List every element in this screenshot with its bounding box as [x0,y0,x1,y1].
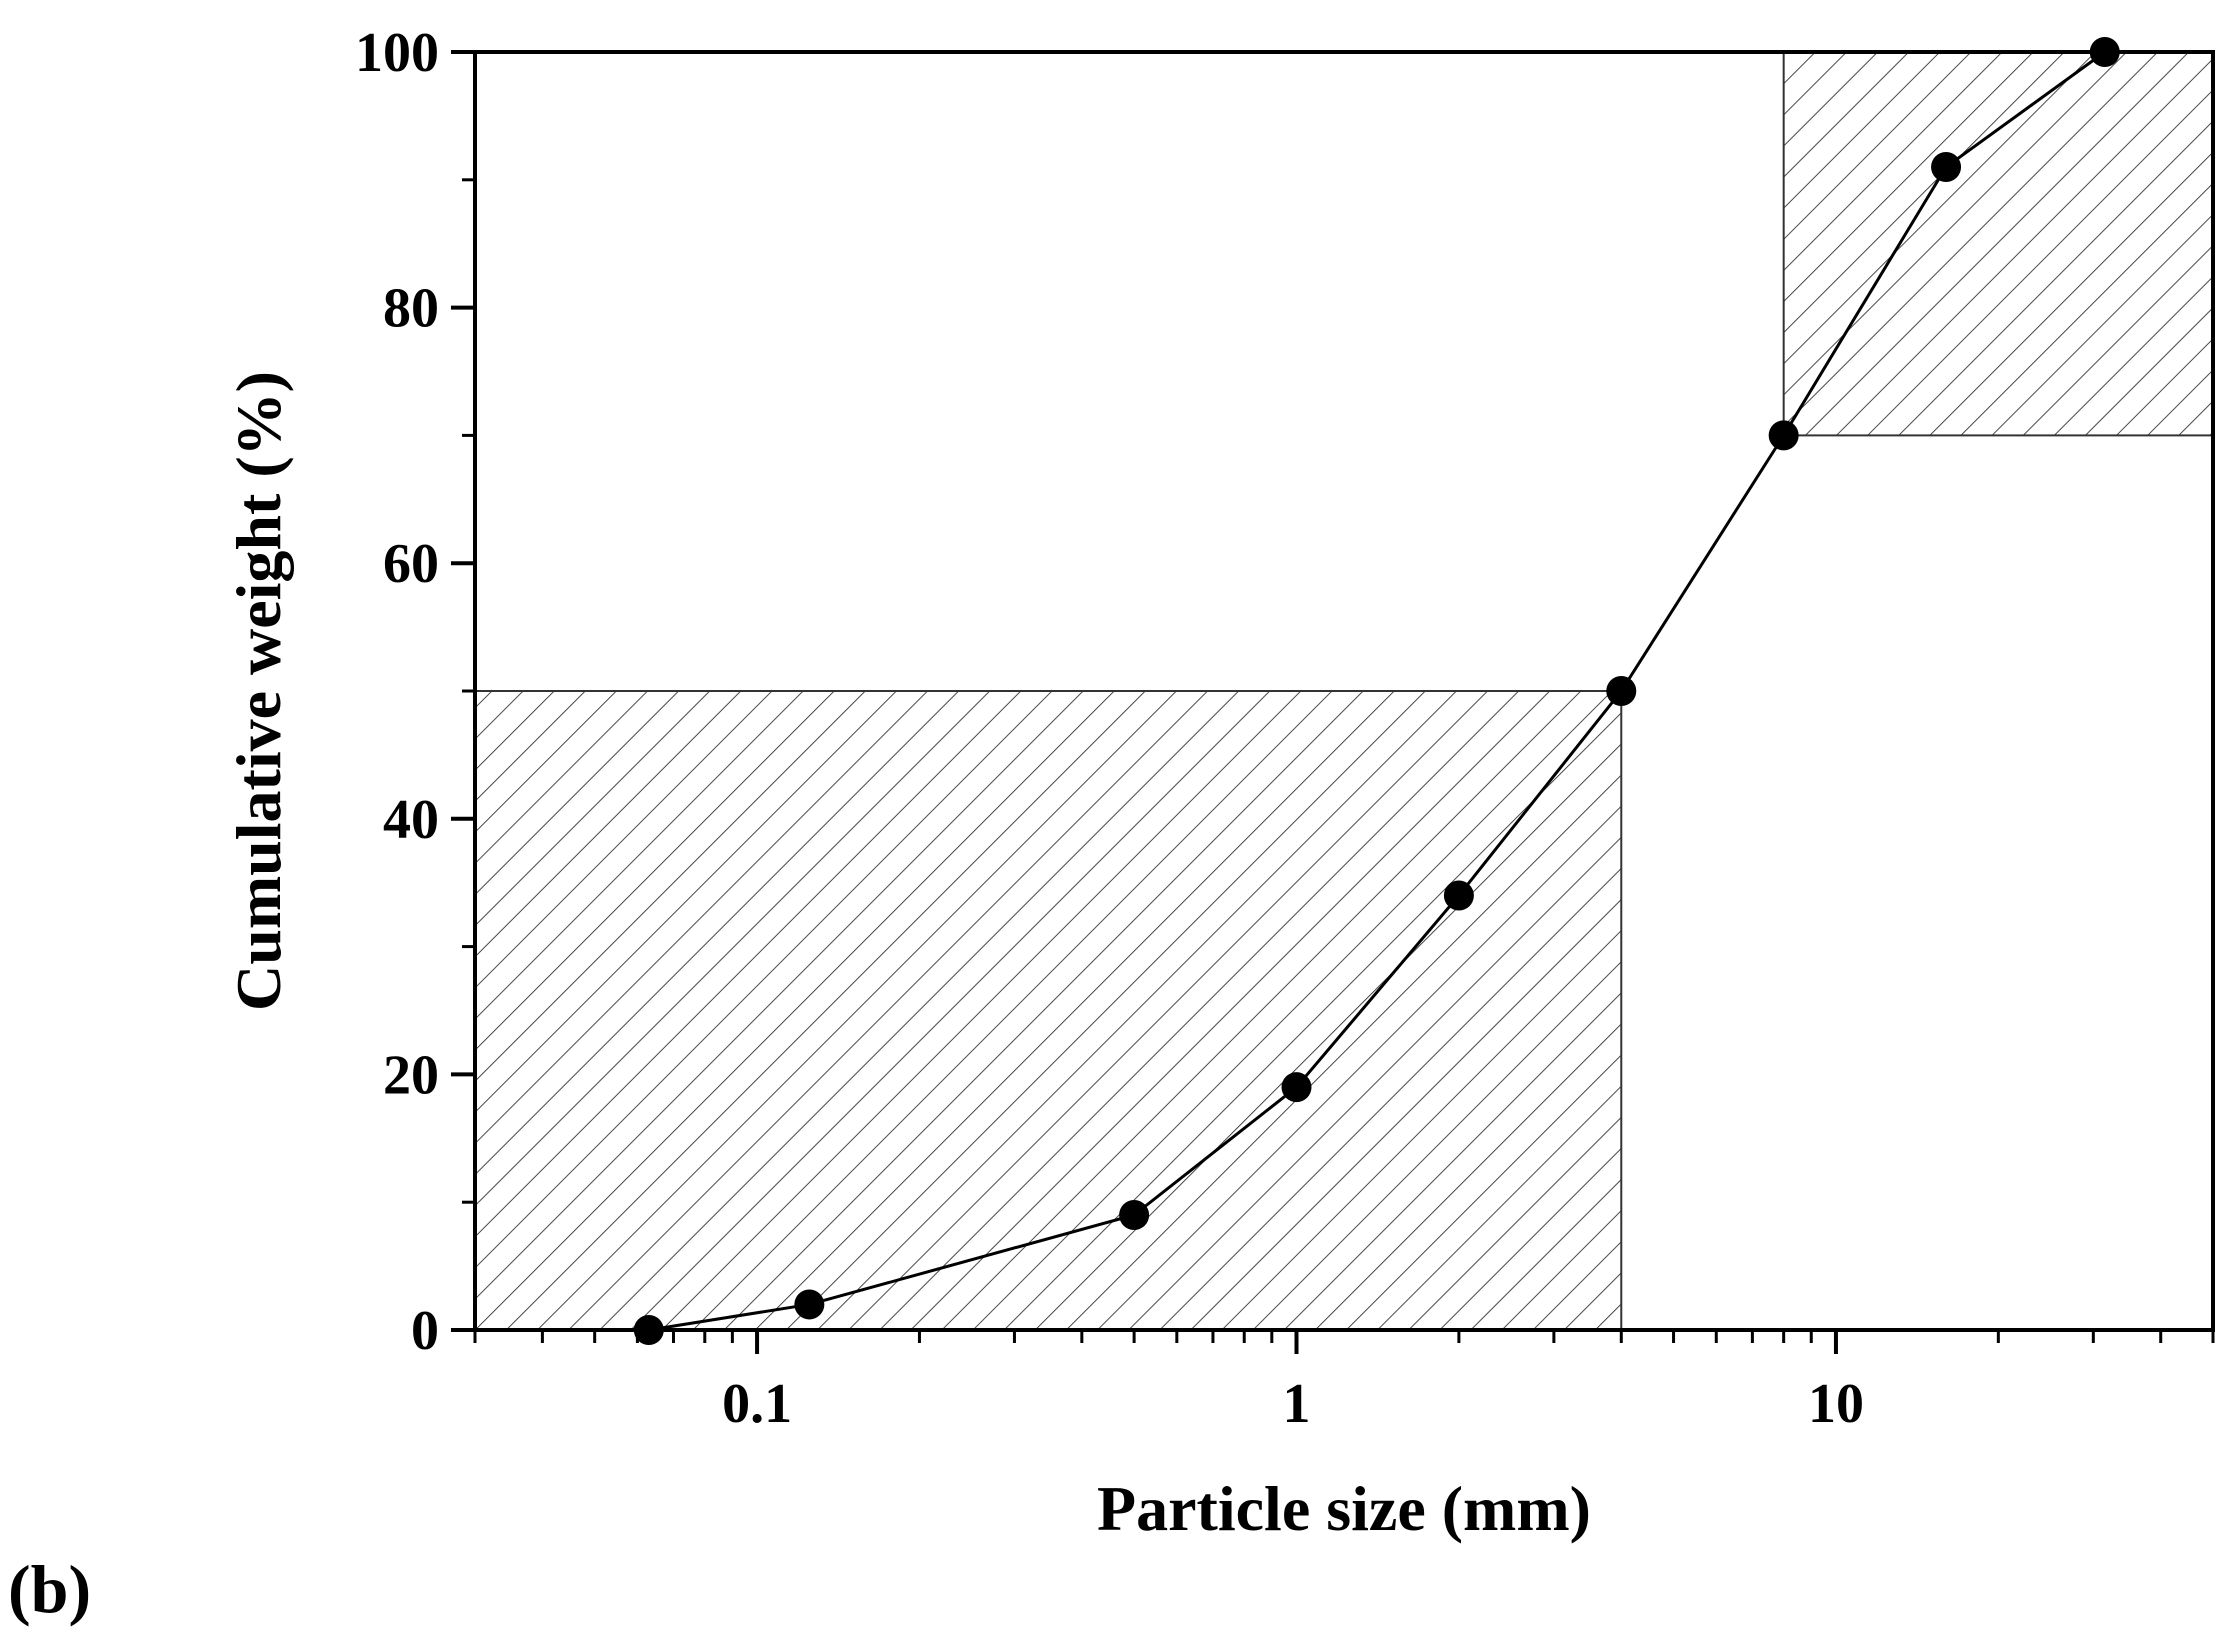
y-tick-label-4: 80 [383,278,439,340]
hatched-regions [474,51,2215,1331]
tick-labels: 0 20 40 60 80 100 0.1 1 10 [355,22,1864,1435]
data-point-0-0 [633,1315,664,1345]
data-point-0-5 [1606,676,1637,706]
data-point-0-3 [1281,1072,1312,1103]
y-tick-label-5: 100 [355,22,439,84]
y-axis-label: Cumulative weight (%) [223,371,294,1011]
hatched-region-0 [474,690,1623,1331]
data-series [633,37,2120,1345]
hatched-region-1 [1782,51,2215,437]
axis-ticks [451,50,2215,1354]
data-point-0-1 [794,1289,825,1320]
panel-label: (b) [8,1551,91,1627]
data-point-0-8 [2089,37,2120,67]
data-point-0-6 [1768,420,1799,451]
y-tick-label-1: 20 [383,1044,439,1106]
x-tick-label-1: 1 [1283,1373,1311,1435]
y-tick-label-0: 0 [411,1300,439,1362]
x-axis-label: Particle size (mm) [1097,1473,1591,1544]
y-tick-label-2: 40 [383,789,439,851]
data-point-0-2 [1119,1199,1150,1230]
data-point-0-7 [1931,152,1962,183]
y-tick-label-3: 60 [383,533,439,595]
data-point-0-4 [1443,880,1474,911]
x-tick-label-0: 0.1 [722,1373,792,1435]
x-tick-label-2: 10 [1808,1373,1864,1435]
